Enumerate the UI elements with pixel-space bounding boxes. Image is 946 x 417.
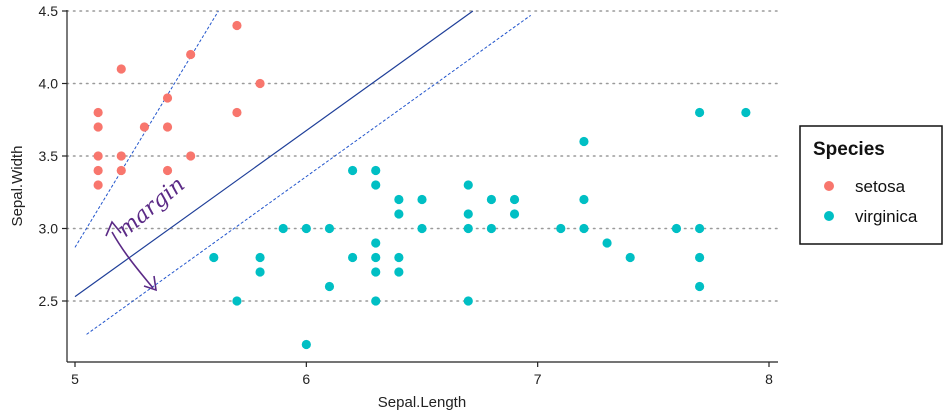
data-point-virginica (671, 223, 682, 234)
data-point-virginica (486, 223, 496, 234)
data-point-virginica (695, 281, 705, 292)
data-point-virginica (625, 252, 635, 263)
data-point-virginica (695, 223, 705, 234)
data-point-virginica (371, 238, 381, 248)
data-point-setosa (232, 107, 242, 118)
data-point-virginica (463, 209, 473, 219)
data-point-virginica (463, 180, 473, 190)
data-point-virginica (509, 194, 520, 205)
data-point-virginica (394, 267, 404, 277)
data-point-virginica (371, 296, 381, 306)
data-point-virginica (324, 223, 335, 234)
data-point-virginica (209, 252, 219, 263)
data-point-virginica (301, 223, 311, 234)
data-point-virginica (486, 194, 496, 205)
data-point-virginica (371, 180, 381, 190)
margin-arrow-head-bottom (143, 275, 157, 292)
data-point-virginica (509, 209, 520, 219)
margin-line-lower (86, 14, 532, 335)
data-point-virginica (348, 252, 358, 263)
margin-annotation: margin (105, 172, 190, 292)
margin-arrow-head-top (105, 220, 122, 237)
data-point-virginica (463, 223, 473, 234)
ticks: 2.5 3.0 3.5 4.0 4.5 5 6 7 8 (39, 3, 774, 387)
y-tick-label: 4.5 (39, 3, 59, 19)
data-point-virginica (394, 252, 404, 263)
svm-lines (74, 10, 532, 335)
legend-label-virginica: virginica (855, 207, 918, 226)
data-point-setosa (186, 49, 196, 60)
margin-line-upper (74, 10, 219, 248)
data-point-virginica (556, 223, 566, 234)
legend-swatch-setosa (824, 181, 834, 191)
y-tick-label: 2.5 (39, 293, 59, 309)
margin-arrow-shaft (111, 231, 154, 289)
data-point-virginica (417, 223, 427, 234)
data-point-virginica (695, 252, 705, 263)
data-point-virginica (741, 107, 751, 118)
data-point-virginica (301, 339, 311, 350)
y-tick-label: 4.0 (39, 76, 59, 92)
data-point-setosa (93, 107, 103, 118)
data-point-virginica (463, 296, 473, 306)
data-point-virginica (417, 194, 427, 205)
data-point-setosa (186, 151, 196, 161)
data-point-setosa (116, 151, 126, 161)
decision-boundary-line (74, 10, 474, 298)
data-point-virginica (695, 107, 705, 118)
margin-label: margin (113, 172, 190, 242)
data-point-virginica (579, 223, 589, 234)
data-point-virginica (394, 209, 404, 219)
data-point-setosa (162, 165, 173, 176)
legend-title: Species (813, 139, 885, 160)
data-point-setosa (162, 122, 173, 132)
legend-label-setosa: setosa (855, 177, 906, 196)
x-tick-label: 6 (302, 371, 310, 387)
data-point-virginica (348, 165, 358, 176)
data-point-virginica (278, 223, 288, 234)
y-axis-title: Sepal.Width (9, 146, 26, 227)
grid-lines (66, 10, 779, 302)
axes (66, 10, 778, 363)
data-point-setosa (116, 165, 126, 176)
data-point-setosa (93, 122, 103, 132)
data-point-setosa (139, 122, 149, 132)
data-point-setosa (93, 151, 103, 161)
data-point-virginica (371, 165, 381, 176)
x-axis-title: Sepal.Length (378, 394, 466, 411)
data-point-virginica (579, 194, 589, 205)
legend-box (799, 125, 943, 245)
data-point-virginica (255, 252, 265, 263)
legend: Species setosa virginica (799, 125, 943, 245)
data-point-virginica (371, 252, 381, 263)
legend-swatch-virginica (824, 211, 834, 221)
data-point-setosa (93, 165, 103, 176)
data-point-virginica (255, 267, 265, 277)
x-tick-label: 7 (534, 371, 542, 387)
y-tick-label: 3.5 (39, 148, 59, 164)
data-points (93, 20, 751, 350)
data-point-virginica (371, 267, 381, 277)
data-point-setosa (116, 64, 126, 74)
data-point-virginica (602, 238, 612, 248)
data-point-setosa (162, 93, 173, 103)
x-tick-label: 8 (765, 371, 773, 387)
data-point-setosa (232, 20, 242, 31)
data-point-virginica (324, 281, 335, 292)
y-tick-label: 3.0 (39, 221, 59, 237)
x-tick-label: 5 (71, 371, 79, 387)
data-point-setosa (93, 180, 103, 190)
data-point-virginica (232, 296, 242, 306)
data-point-virginica (579, 136, 589, 147)
data-point-virginica (394, 194, 404, 205)
data-point-setosa (255, 78, 265, 89)
